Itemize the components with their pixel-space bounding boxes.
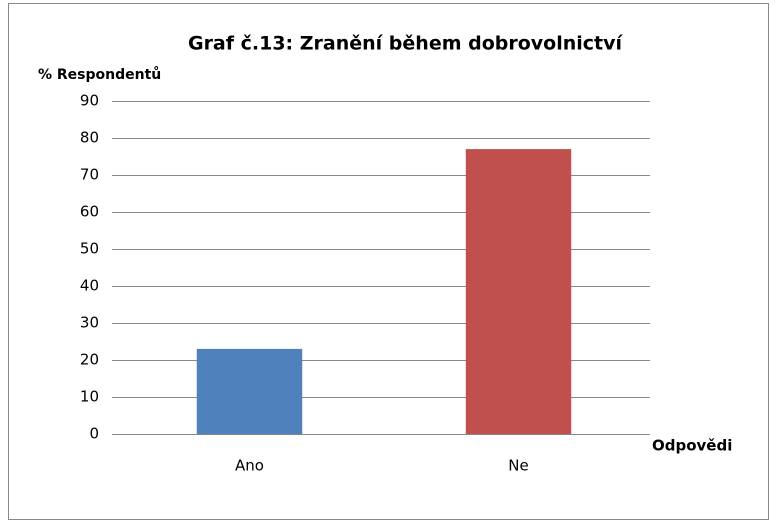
bar — [196, 348, 303, 434]
y-tick-label: 80 — [80, 129, 99, 147]
y-tick-label: 90 — [80, 92, 99, 110]
y-tick-label: 20 — [80, 351, 99, 369]
y-tick-label: 50 — [80, 240, 99, 258]
chart-frame — [8, 3, 769, 520]
y-tick-label: 10 — [80, 388, 99, 406]
y-tick-label: 60 — [80, 203, 99, 221]
x-tick-label: Ano — [235, 457, 264, 475]
y-axis-label: % Respondentů — [38, 66, 161, 83]
x-axis-label: Odpovědi — [652, 437, 732, 455]
bar — [465, 149, 572, 434]
x-tick-label: Ne — [508, 457, 528, 475]
y-tick-label: 40 — [80, 277, 99, 295]
y-tick-label: 0 — [89, 425, 99, 443]
y-tick-label: 30 — [80, 314, 99, 332]
y-tick-label: 70 — [80, 166, 99, 184]
chart-title: Graf č.13: Zranění během dobrovolnictví — [188, 33, 624, 55]
